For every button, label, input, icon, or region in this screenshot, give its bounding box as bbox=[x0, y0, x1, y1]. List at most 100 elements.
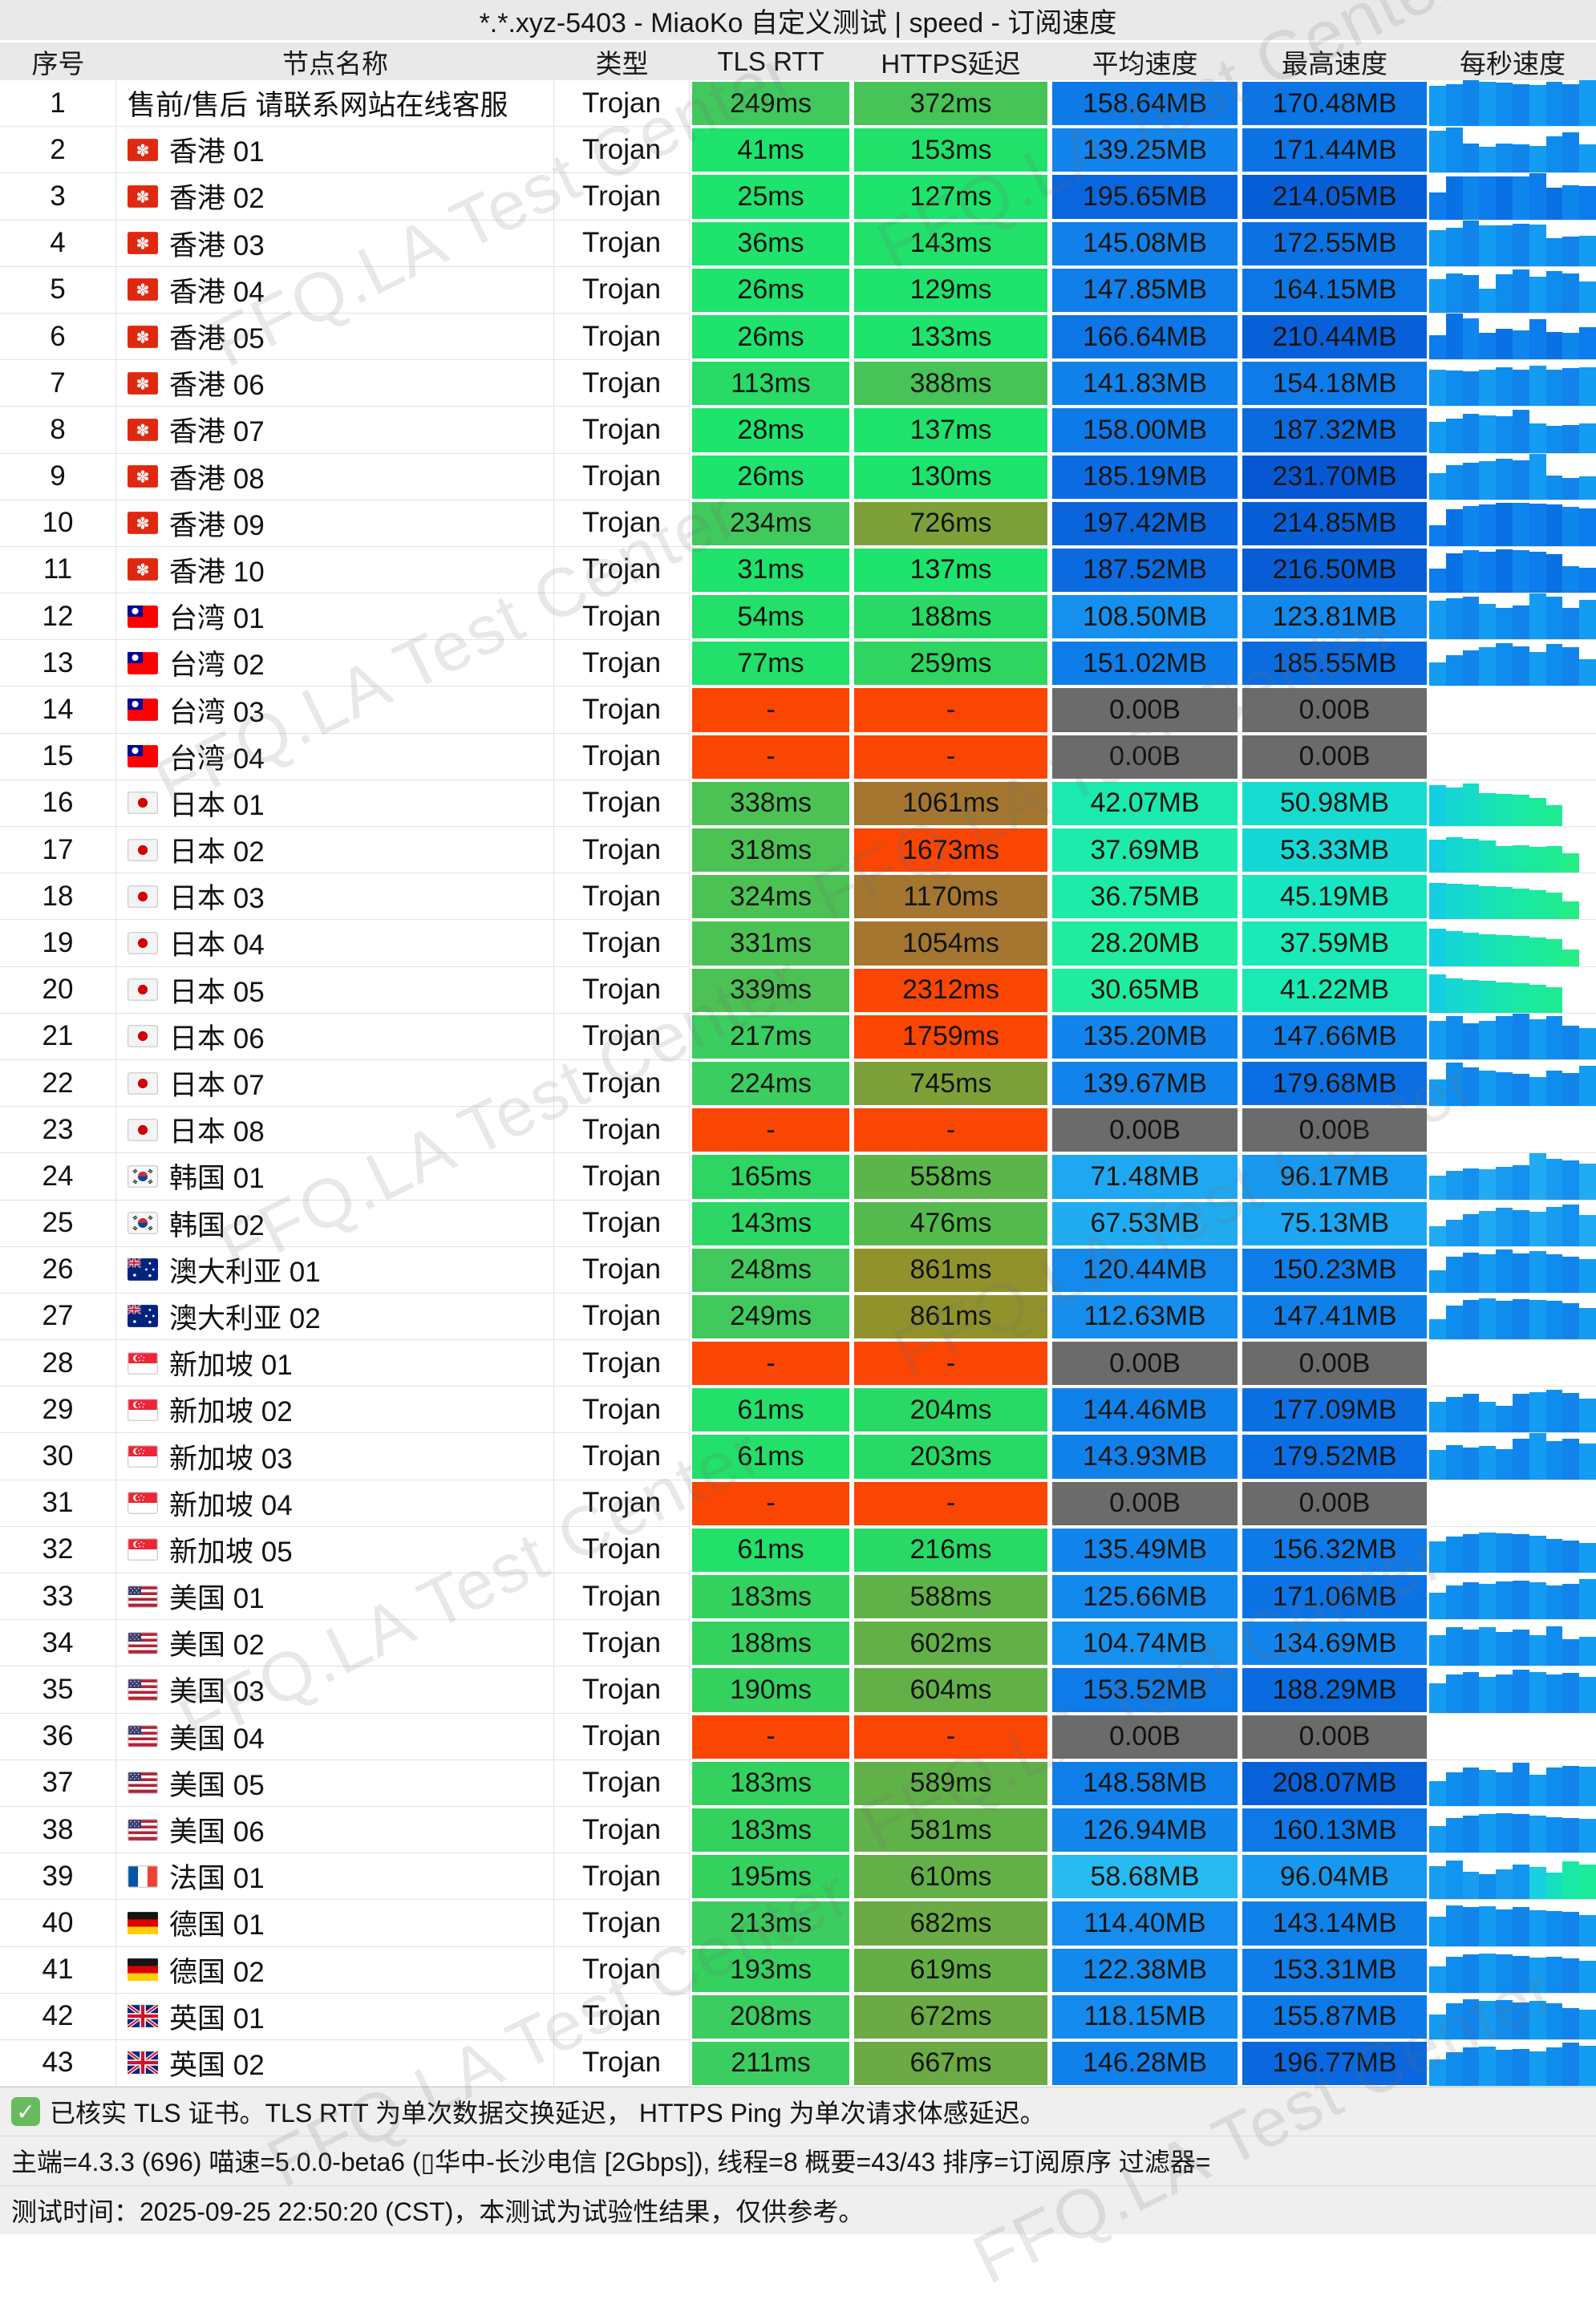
flag-hk-icon: ✽ bbox=[128, 325, 158, 348]
flag-hk-icon: ✽ bbox=[128, 138, 158, 161]
speed-sparkline bbox=[1429, 1994, 1596, 2040]
max-speed-cell: 171.06MB bbox=[1240, 1573, 1429, 1620]
node-type: Trojan bbox=[554, 1293, 690, 1341]
tls-rtt-cell: - bbox=[690, 734, 852, 780]
node-name: 新加坡 04 bbox=[116, 1480, 554, 1527]
table-row: 7 ✽ 香港 06 Trojan 113ms 388ms 141.83MB 154… bbox=[0, 360, 1596, 407]
speed-sparkline bbox=[1429, 1480, 1596, 1527]
tls-rtt-cell: 188ms bbox=[690, 1620, 852, 1666]
max-speed-cell: 170.48MB bbox=[1240, 80, 1429, 127]
avg-speed-cell: 58.68MB bbox=[1050, 1853, 1240, 1900]
tls-rtt-cell: 195ms bbox=[690, 1853, 852, 1900]
flag-gb-icon bbox=[128, 2005, 158, 2028]
table-row: 2 ✽ 香港 01 Trojan 41ms 153ms 139.25MB 171.… bbox=[0, 127, 1596, 174]
footer-tls-note: 已核实 TLS 证书。TLS RTT 为单次数据交换延迟， HTTPS Ping… bbox=[50, 2099, 1046, 2128]
speed-sparkline bbox=[1429, 1387, 1596, 1434]
flag-hk-icon: ✽ bbox=[128, 465, 158, 488]
flag-hk-icon: ✽ bbox=[128, 232, 158, 255]
node-type: Trojan bbox=[554, 1713, 690, 1760]
table-row: 19 日本 04 Trojan 331ms 1054ms 28.20MB 37.… bbox=[0, 920, 1596, 967]
row-number: 20 bbox=[0, 966, 116, 1014]
node-type: Trojan bbox=[554, 640, 690, 687]
tls-rtt-cell: - bbox=[690, 1480, 852, 1527]
https-latency-cell: 1061ms bbox=[852, 780, 1050, 827]
flag-hk-icon: ✽ bbox=[128, 512, 158, 535]
row-number: 23 bbox=[0, 1107, 116, 1154]
node-type: Trojan bbox=[554, 1573, 690, 1621]
max-speed-cell: 147.41MB bbox=[1240, 1294, 1429, 1340]
avg-speed-cell: 120.44MB bbox=[1050, 1247, 1240, 1294]
max-speed-cell: 53.33MB bbox=[1240, 827, 1429, 873]
tls-rtt-cell: 26ms bbox=[690, 454, 852, 500]
avg-speed-cell: 139.25MB bbox=[1050, 127, 1240, 173]
avg-speed-cell: 0.00B bbox=[1050, 1714, 1240, 1760]
row-number: 15 bbox=[0, 733, 116, 780]
flag-sg-icon bbox=[128, 1398, 158, 1421]
node-type: Trojan bbox=[554, 1059, 690, 1107]
tls-rtt-cell: - bbox=[690, 1107, 852, 1153]
node-type: Trojan bbox=[554, 266, 690, 314]
speed-sparkline bbox=[1429, 640, 1596, 687]
title-header-divider bbox=[0, 40, 1596, 43]
node-type: Trojan bbox=[554, 1013, 690, 1060]
table-row: 1 售前/售后 请联系网站在线客服 Trojan 249ms 372ms 158… bbox=[0, 80, 1596, 128]
flag-jp-icon bbox=[128, 932, 158, 954]
speed-sparkline bbox=[1429, 267, 1596, 314]
https-latency-cell: - bbox=[852, 1107, 1050, 1153]
max-speed-cell: 188.29MB bbox=[1240, 1666, 1429, 1713]
tls-rtt-cell: 41ms bbox=[690, 127, 852, 173]
footer-line-3: 测试时间：2025-09-25 22:50:20 (CST)，本测试为试验性结果… bbox=[0, 2186, 1596, 2234]
table-row: 17 日本 02 Trojan 318ms 1673ms 37.69MB 53.… bbox=[0, 827, 1596, 874]
node-name: 日本 06 bbox=[116, 1013, 554, 1060]
https-latency-cell: - bbox=[852, 1480, 1050, 1527]
tls-rtt-cell: - bbox=[690, 686, 852, 733]
avg-speed-cell: 122.38MB bbox=[1050, 1947, 1240, 1994]
table-row: 4 ✽ 香港 03 Trojan 36ms 143ms 145.08MB 172.… bbox=[0, 220, 1596, 267]
node-type: Trojan bbox=[554, 2039, 690, 2087]
table-row: 36 美国 04 Trojan - - 0.00B 0.00B bbox=[0, 1713, 1596, 1760]
row-number: 17 bbox=[0, 827, 116, 874]
node-name: ✽ 香港 05 bbox=[116, 313, 554, 361]
node-name: ✽ 香港 06 bbox=[116, 360, 554, 407]
speed-sparkline bbox=[1429, 967, 1596, 1014]
flag-us-icon bbox=[128, 1818, 158, 1841]
tls-rtt-cell: 36ms bbox=[690, 221, 852, 267]
speed-sparkline bbox=[1429, 734, 1596, 780]
node-type: Trojan bbox=[554, 733, 690, 780]
flag-us-icon bbox=[128, 1725, 158, 1748]
footer: ✓ 已核实 TLS 证书。TLS RTT 为单次数据交换延迟， HTTPS Pi… bbox=[0, 2087, 1596, 2234]
speed-sparkline bbox=[1429, 873, 1596, 921]
table-row: 27 澳大利亚 02 Trojan 249ms 861ms 112.63MB 1… bbox=[0, 1293, 1596, 1341]
tls-rtt-cell: 208ms bbox=[690, 1994, 852, 2040]
max-speed-cell: 164.15MB bbox=[1240, 267, 1429, 314]
tls-rtt-cell: 143ms bbox=[690, 1201, 852, 1247]
flag-hk-icon: ✽ bbox=[128, 278, 158, 302]
flag-tw-icon bbox=[128, 745, 158, 768]
row-number: 14 bbox=[0, 686, 116, 734]
https-latency-cell: 476ms bbox=[852, 1201, 1050, 1247]
avg-speed-cell: 30.65MB bbox=[1050, 967, 1240, 1014]
col-header-index: 序号 bbox=[31, 49, 85, 79]
table-row: 23 日本 08 Trojan - - 0.00B 0.00B bbox=[0, 1107, 1596, 1154]
avg-speed-cell: 112.63MB bbox=[1050, 1294, 1240, 1340]
row-number: 37 bbox=[0, 1759, 116, 1807]
avg-speed-cell: 135.49MB bbox=[1050, 1527, 1240, 1573]
avg-speed-cell: 71.48MB bbox=[1050, 1153, 1240, 1200]
https-latency-cell: - bbox=[852, 1714, 1050, 1760]
max-speed-cell: 0.00B bbox=[1240, 1714, 1429, 1760]
node-type: Trojan bbox=[554, 500, 690, 547]
node-name: 日本 07 bbox=[116, 1059, 554, 1107]
node-type: Trojan bbox=[554, 779, 690, 827]
table-row: 12 台湾 01 Trojan 54ms 188ms 108.50MB 123.… bbox=[0, 593, 1596, 641]
svg-text:✽: ✽ bbox=[136, 562, 150, 580]
tls-rtt-cell: 224ms bbox=[690, 1060, 852, 1107]
row-number: 35 bbox=[0, 1666, 116, 1714]
avg-speed-cell: 151.02MB bbox=[1050, 640, 1240, 686]
max-speed-cell: 0.00B bbox=[1240, 1480, 1429, 1527]
node-type: Trojan bbox=[554, 920, 690, 967]
table-row: 40 德国 01 Trojan 213ms 682ms 114.40MB 143… bbox=[0, 1900, 1596, 1947]
row-number: 33 bbox=[0, 1573, 116, 1621]
https-latency-cell: 133ms bbox=[852, 314, 1050, 360]
avg-speed-cell: 42.07MB bbox=[1050, 780, 1240, 827]
node-name: 英国 02 bbox=[116, 2039, 554, 2087]
